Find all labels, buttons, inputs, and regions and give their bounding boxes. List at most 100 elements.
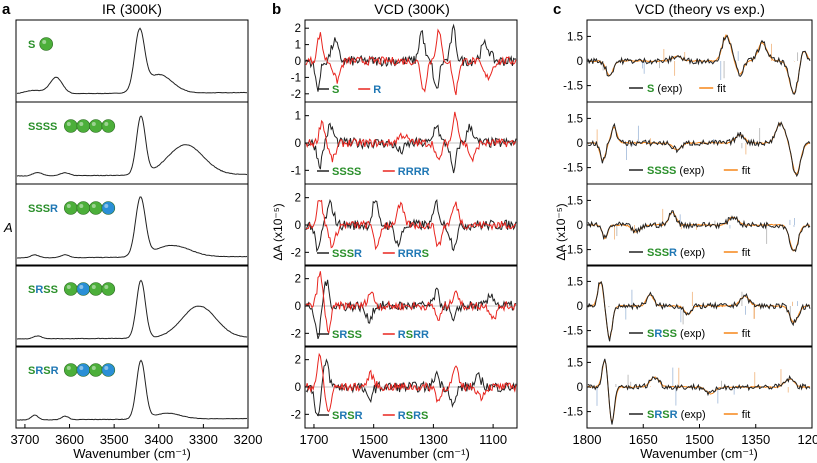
ball-highlight-icon <box>42 40 47 44</box>
panel-b-title: VCD (300K) <box>374 1 449 17</box>
y-tick-label: 0 <box>295 382 301 394</box>
molecule-ball-icon <box>76 363 91 377</box>
y-tick-label: 1 <box>295 111 301 123</box>
molecule-ball-icon <box>89 282 103 296</box>
legend-label-rrrs: RRRS <box>398 248 429 260</box>
ir-spectrum-line <box>16 115 248 177</box>
vcd-line-red <box>305 199 517 251</box>
molecule-ball-icon <box>64 119 78 133</box>
x-tick-label: 3600 <box>55 432 84 447</box>
subplot-frame <box>15 264 249 348</box>
ir-subplot-sssr: SSSR <box>15 183 249 267</box>
legend-label-ssss: SSSS <box>332 166 361 178</box>
ball-highlight-icon <box>104 366 109 370</box>
subplot-frame <box>15 183 249 267</box>
x-axis-label: Wavenumber (cm⁻¹) <box>640 446 758 461</box>
legend-label-fit: fit <box>742 328 751 340</box>
y-tick-label: 0 <box>295 301 301 313</box>
x-tick-label: 3300 <box>189 432 218 447</box>
y-tick-label: 2 <box>295 355 301 367</box>
x-axis-label: Wavenumber (cm⁻¹) <box>73 446 191 461</box>
molecule-ball-icon <box>64 282 78 296</box>
legend-label-rsrs: RSRS <box>398 410 429 422</box>
ir-label-sssr: SSSR <box>28 203 58 215</box>
exp-line <box>587 210 811 253</box>
y-axis-label: A <box>3 220 13 235</box>
legend-label-fit: fit <box>742 409 751 421</box>
exp-line <box>587 121 811 178</box>
ir-label-s: S <box>28 39 35 51</box>
x-tick-label: 1200 <box>798 432 817 447</box>
legend-label-sssr: SSSR <box>332 248 362 260</box>
ball-highlight-icon <box>91 122 96 126</box>
ir-label-srsr: SRSR <box>28 365 59 377</box>
vcd-subplot-1: -2 -1 0 1 2 S R <box>291 19 518 103</box>
y-tick-label: 0 <box>577 301 583 313</box>
theory-subplot-1: -1.5 0 1.5 S (exp) fit <box>563 19 813 103</box>
ball-highlight-icon <box>91 285 96 289</box>
molecule-ball-icon <box>101 201 116 215</box>
molecule-ball-icon <box>76 119 91 133</box>
ball-highlight-icon <box>79 204 84 208</box>
ball-highlight-icon <box>104 122 109 126</box>
legend-label-exp: S (exp) <box>647 83 682 95</box>
molecule-ball-icon <box>101 282 116 296</box>
vcd-line-black <box>305 23 517 92</box>
theory-subplot-3: -1.5 0 1.5 SSSR (exp) fit <box>563 183 813 267</box>
y-tick-label: -2 <box>291 328 301 340</box>
x-tick-label: 1350 <box>741 432 770 447</box>
vcd-subplot-4: -2 0 2 SRSS RSRR <box>291 264 518 348</box>
legend-label-fit: fit <box>742 247 751 259</box>
molecule-ball-icon <box>64 363 78 377</box>
legend-label-r: R <box>373 84 381 96</box>
ball-highlight-icon <box>91 204 96 208</box>
ir-label-ssss: SSSS <box>28 121 57 133</box>
legend-label-rsrr: RSRR <box>398 329 429 341</box>
ball-highlight-icon <box>66 122 71 126</box>
x-tick-label: 1500 <box>359 432 388 447</box>
y-tick-label: 1 <box>295 40 301 52</box>
vcd-line-red <box>305 111 517 163</box>
theory-subplot-5: -1.5 0 1.5 SRSR (exp) fit <box>563 345 813 429</box>
exp-line <box>587 280 811 342</box>
ball-highlight-icon <box>79 122 84 126</box>
vcd-line-red <box>305 352 517 413</box>
y-tick-label: -1.5 <box>563 163 583 175</box>
fit-line <box>587 34 811 94</box>
exp-line <box>587 34 811 95</box>
legend-label-exp: SSSS (exp) <box>647 165 705 177</box>
legend-label-fit: fit <box>742 165 751 177</box>
subplot-frame <box>15 101 249 185</box>
y-tick-label: 2 <box>295 23 301 35</box>
y-tick-label: 0 <box>577 382 583 394</box>
x-axis-label: Wavenumber (cm⁻¹) <box>352 446 470 461</box>
molecule-ball-icon <box>76 201 91 215</box>
ir-subplot-s: S <box>15 19 249 103</box>
molecule-ball-icon <box>89 119 103 133</box>
y-tick-label: -1.5 <box>563 407 583 419</box>
ball-highlight-icon <box>91 366 96 370</box>
y-tick-label: 0 <box>577 220 583 232</box>
ball-highlight-icon <box>79 285 84 289</box>
legend-label-fit: fit <box>717 83 726 95</box>
legend-label-exp: SRSS (exp) <box>647 328 705 340</box>
panel-a-letter: a <box>2 1 11 18</box>
y-tick-label: 0 <box>295 138 301 150</box>
molecule-ball-icon <box>101 119 116 133</box>
molecule-ball-icon <box>101 363 116 377</box>
y-axis-label: ΔA (x10⁻⁵) <box>554 203 568 260</box>
x-tick-label: 3400 <box>144 432 173 447</box>
legend-label-exp: SRSR (exp) <box>647 409 706 421</box>
y-tick-label: -1.5 <box>563 81 583 93</box>
x-tick-label: 1300 <box>419 432 448 447</box>
ball-highlight-icon <box>104 285 109 289</box>
panel-b-letter: b <box>272 1 281 18</box>
y-tick-label: 2 <box>295 193 301 205</box>
ir-spectrum-line <box>16 27 248 95</box>
ir-spectrum-line <box>16 196 248 259</box>
y-tick-label: 2 <box>295 274 301 286</box>
ir-label-srss: SRSS <box>28 284 58 296</box>
y-tick-label: 1.5 <box>567 276 583 288</box>
y-tick-label: -1 <box>291 72 301 84</box>
molecule-ball-icon <box>76 282 91 296</box>
